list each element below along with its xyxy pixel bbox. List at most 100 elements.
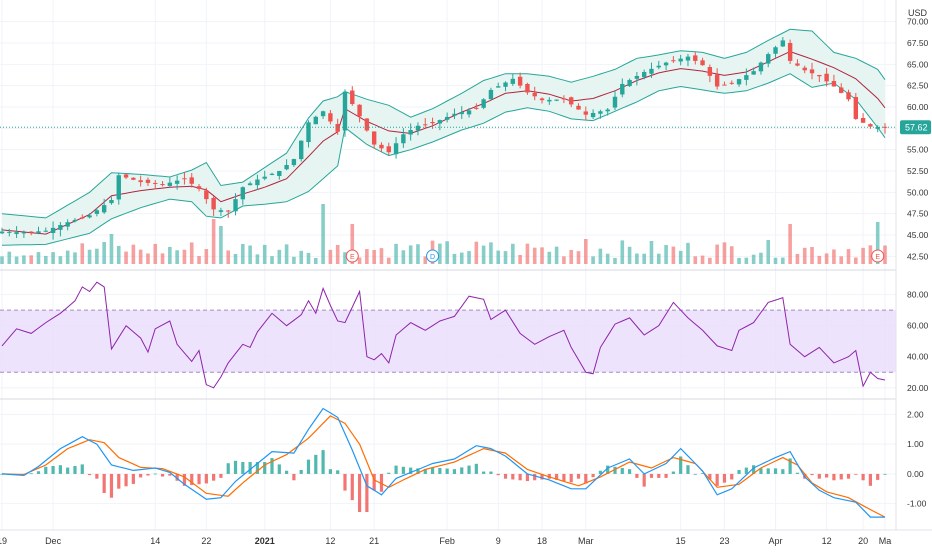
volume-bar — [613, 257, 617, 264]
macd-histogram-bar — [153, 473, 157, 475]
volume-bar — [350, 224, 355, 264]
candle-body — [350, 90, 355, 104]
candle-body — [627, 79, 632, 87]
macd-histogram-bar — [241, 462, 245, 474]
volume-bar — [671, 246, 676, 264]
macd-histogram-bar — [715, 473, 719, 486]
last-price-badge-bg — [900, 120, 931, 135]
volume-bar — [481, 245, 486, 264]
bollinger-lower-line — [1, 73, 886, 246]
macd-histogram-bar — [693, 473, 697, 475]
y-tick-label: 62.50 — [907, 81, 929, 91]
volume-bar — [503, 251, 508, 264]
candle-body — [379, 144, 384, 149]
signal-line — [1, 415, 886, 518]
volume-bar — [73, 252, 77, 264]
candle-body — [751, 71, 756, 75]
candle-body — [371, 131, 377, 145]
candle-body — [174, 180, 180, 184]
volume-bar — [182, 249, 187, 264]
macd-histogram-bar — [190, 473, 194, 486]
x-tick-label: 15 — [676, 536, 686, 546]
volume-bar — [14, 256, 19, 264]
macd-pane[interactable] — [0, 407, 887, 518]
x-tick-label: Feb — [439, 536, 455, 546]
x-tick-label: Dec — [45, 536, 62, 546]
volume-bar — [729, 246, 734, 264]
macd-histogram-bar — [409, 467, 413, 474]
macd-histogram-bar — [686, 465, 690, 474]
rsi-pane[interactable] — [0, 281, 896, 389]
candle-body — [860, 118, 866, 123]
candle-body — [539, 98, 545, 101]
macd-histogram-bar — [576, 473, 581, 479]
macd-histogram-bar — [752, 465, 756, 474]
macd-histogram-bar — [343, 473, 347, 491]
candle-body — [598, 111, 603, 114]
price-axis[interactable]: USD 70.0067.5065.0062.5060.0057.5055.005… — [895, 0, 931, 530]
candle-body — [766, 54, 771, 64]
macd-histogram-bar — [109, 473, 114, 498]
candle-body — [612, 96, 618, 108]
macd-histogram-bar — [642, 473, 646, 487]
volume-bar — [554, 246, 559, 264]
macd-histogram-bar — [372, 473, 376, 491]
volume-bar — [233, 253, 238, 264]
macd-histogram-bar — [562, 473, 566, 482]
candle-body — [204, 190, 209, 200]
macd-histogram-bar — [657, 473, 661, 478]
macd-histogram-bar — [336, 470, 340, 474]
macd-histogram-bar — [613, 466, 617, 474]
last-price-badge: 57.62 — [900, 120, 931, 135]
candle-body — [14, 232, 19, 235]
y-tick-label: 55.00 — [907, 145, 929, 155]
candle-body — [517, 76, 523, 86]
candle-body — [94, 210, 100, 214]
x-tick-label: Mar — [578, 536, 594, 546]
macd-histogram-bar — [737, 469, 741, 474]
candle-body — [116, 175, 121, 200]
volume-bar — [664, 244, 668, 264]
macd-histogram-bar — [51, 465, 55, 474]
candle-body — [853, 97, 859, 119]
candle-body — [525, 83, 530, 93]
volume-bar — [124, 251, 128, 264]
macd-histogram-bar — [379, 473, 384, 492]
y-tick-label: 60.00 — [907, 102, 929, 112]
volume-bar — [0, 256, 4, 264]
candle-body — [561, 98, 567, 100]
volume-bar — [824, 253, 829, 264]
macd-histogram-bar — [438, 467, 442, 474]
volume-bar — [496, 250, 501, 264]
volume-bar — [584, 239, 588, 264]
candle-body — [21, 232, 27, 234]
candle-body — [269, 173, 275, 175]
candle-body — [226, 210, 231, 212]
volume-bar — [343, 252, 347, 264]
candle-body — [729, 82, 734, 84]
volume-bar — [423, 256, 428, 264]
candle-body — [700, 60, 705, 66]
candle-body — [386, 146, 391, 153]
x-tick-label: 18 — [537, 536, 547, 546]
macd-histogram-bar — [817, 473, 821, 479]
volume-bar — [313, 257, 318, 264]
macd-histogram-bar — [664, 473, 668, 478]
macd-histogram-bar — [503, 473, 508, 479]
macd-histogram-bar — [511, 473, 515, 480]
macd-histogram-bar — [95, 473, 99, 479]
macd-histogram-bar — [606, 465, 610, 474]
candle-body — [306, 122, 311, 143]
macd-histogram-bar — [846, 473, 851, 479]
y-tick-label: 45.00 — [907, 230, 929, 240]
time-axis[interactable]: 19 Dec 14 22 2021 12 21 Feb 9 18 Mar 15 23 Apr 12 20 Ma — [0, 529, 932, 546]
volume-bar — [781, 257, 785, 264]
candle-body — [831, 81, 837, 87]
x-tick-label: 12 — [822, 536, 832, 546]
dividend-marker-label: D — [430, 254, 435, 261]
macd-histogram-bar — [482, 471, 486, 474]
macd-histogram-bar — [233, 460, 238, 474]
